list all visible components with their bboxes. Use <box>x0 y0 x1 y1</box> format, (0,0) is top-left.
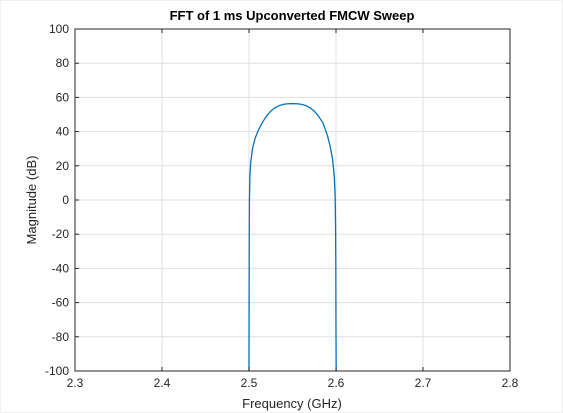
y-tick-label: 40 <box>56 125 70 139</box>
x-axis-label: Frequency (GHz) <box>242 396 342 411</box>
x-tick-label: 2.5 <box>241 376 258 390</box>
x-tick-label: 2.6 <box>328 376 345 390</box>
y-tick-label: -80 <box>52 330 70 344</box>
x-tick-label: 2.7 <box>415 376 432 390</box>
y-tick-label: 100 <box>49 22 69 36</box>
tick-marks <box>74 28 511 372</box>
y-tick-label: -40 <box>52 261 70 275</box>
series-group <box>248 102 337 372</box>
series-line-1 <box>248 102 337 372</box>
x-tick-label: 2.3 <box>67 376 84 390</box>
y-tick-label: 20 <box>56 159 70 173</box>
y-tick-label: 60 <box>56 90 70 104</box>
x-tick-label: 2.4 <box>154 376 171 390</box>
x-tick-labels: 2.3 2.4 2.5 2.6 2.7 2.8 <box>67 376 519 390</box>
y-tick-label: -20 <box>52 227 70 241</box>
y-axis-label: Magnitude (dB) <box>24 156 39 245</box>
y-tick-labels: -100 -80 -60 -40 -20 0 20 40 60 80 100 <box>45 22 69 378</box>
y-tick-label: 80 <box>56 56 70 70</box>
y-tick-label: 0 <box>62 193 69 207</box>
chart-title: FFT of 1 ms Upconverted FMCW Sweep <box>170 8 415 23</box>
y-tick-label: -60 <box>52 296 70 310</box>
x-tick-label: 2.8 <box>502 376 519 390</box>
y-tick-label: -100 <box>45 364 69 378</box>
